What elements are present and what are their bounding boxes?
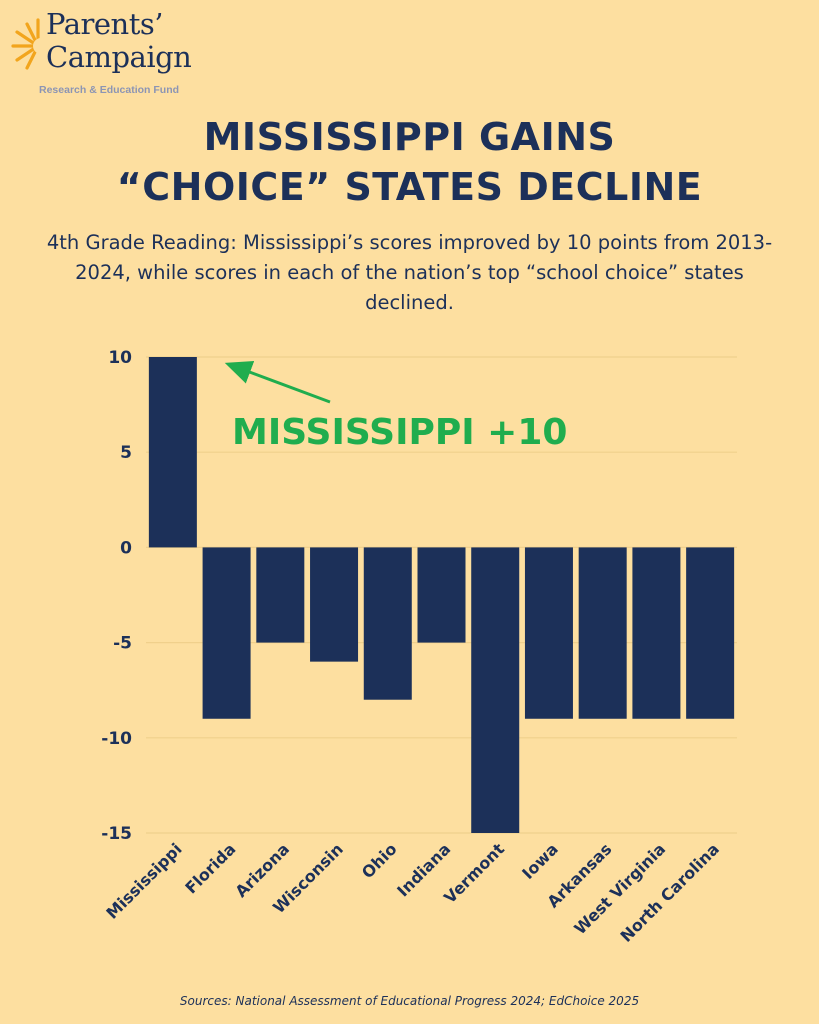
bar-vermont (471, 547, 520, 833)
bar-ohio (363, 547, 412, 700)
annotation-label: MISSISSIPPI +10 (232, 412, 567, 453)
y-tick-label: -10 (101, 729, 132, 749)
logo: Parents’ Campaign Research & Education F… (8, 8, 218, 100)
x-tick-label: Ohio (358, 839, 401, 882)
bar-north-carolina (686, 547, 735, 719)
sun-logo-icon (11, 18, 48, 70)
title-line-2: “CHOICE” STATES DECLINE (116, 165, 703, 209)
bar-iowa (524, 547, 573, 719)
logo-wordmark: Parents’ Campaign (46, 7, 192, 74)
y-tick-label: 5 (120, 443, 132, 463)
bar-wisconsin (310, 547, 359, 662)
y-tick-label: -5 (113, 634, 132, 654)
logo-line-1: Parents’ (46, 7, 163, 41)
logo-line-2: Campaign (46, 40, 192, 74)
y-tick-label: -15 (101, 824, 132, 844)
bar-arizona (256, 547, 305, 643)
bar-mississippi (148, 357, 197, 548)
x-tick-label: Mississippi (102, 839, 185, 922)
bar-arkansas (578, 547, 627, 719)
bar-florida (202, 547, 251, 719)
logo-tagline: Research & Education Fund (39, 84, 180, 96)
x-tick-label: Florida (181, 839, 239, 897)
bar-indiana (417, 547, 466, 643)
x-tick-label: Iowa (518, 839, 562, 883)
source-note: Sources: National Assessment of Educatio… (179, 994, 640, 1008)
y-tick-label: 0 (120, 538, 132, 558)
title-line-1: MISSISSIPPI GAINS (203, 115, 616, 159)
annotation-arrow (224, 360, 331, 404)
page-title: MISSISSIPPI GAINS “CHOICE” STATES DECLIN… (0, 112, 819, 212)
y-tick-label: 10 (108, 348, 132, 368)
bar-west-virginia (632, 547, 681, 719)
page-subtitle: 4th Grade Reading: Mississippi’s scores … (46, 231, 773, 314)
x-tick-label: West Virginia (570, 839, 669, 938)
x-tick-label: North Carolina (617, 839, 723, 945)
